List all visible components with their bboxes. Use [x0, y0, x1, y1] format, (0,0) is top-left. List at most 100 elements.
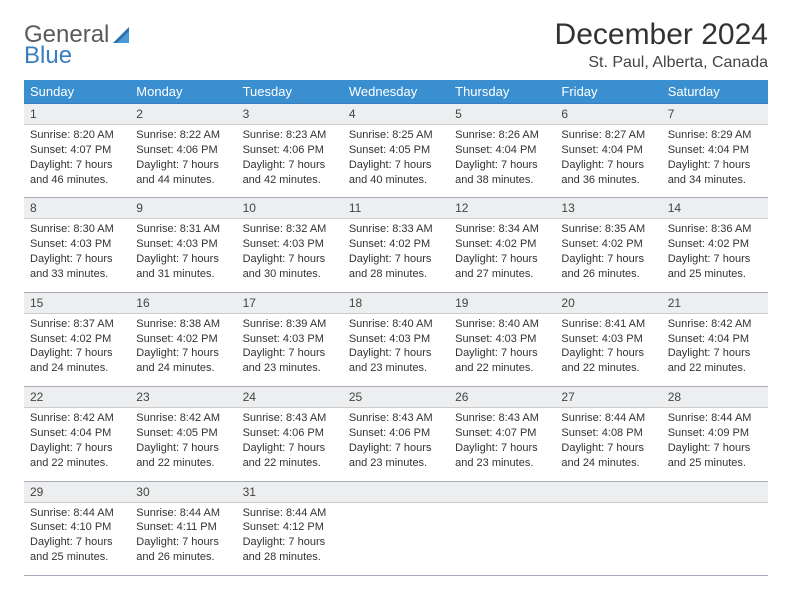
- day-day1: Daylight: 7 hours: [30, 535, 124, 550]
- day-day2: and 25 minutes.: [668, 456, 762, 471]
- day-day2: and 42 minutes.: [243, 173, 337, 188]
- month-title: December 2024: [555, 18, 768, 52]
- day-sunrise: Sunrise: 8:26 AM: [455, 128, 549, 143]
- day-day2: and 23 minutes.: [455, 456, 549, 471]
- day-sunrise: Sunrise: 8:37 AM: [30, 317, 124, 332]
- day-number-cell: 22: [24, 387, 130, 408]
- day-sunrise: Sunrise: 8:44 AM: [30, 506, 124, 521]
- day-sunrise: Sunrise: 8:29 AM: [668, 128, 762, 143]
- day-body-cell: Sunrise: 8:37 AMSunset: 4:02 PMDaylight:…: [24, 313, 130, 386]
- day-day2: and 28 minutes.: [243, 550, 337, 565]
- day-sunset: Sunset: 4:02 PM: [455, 237, 549, 252]
- day-number-cell: 6: [555, 104, 661, 125]
- day-number-cell: 9: [130, 198, 236, 219]
- day-day1: Daylight: 7 hours: [455, 441, 549, 456]
- day-sunrise: Sunrise: 8:33 AM: [349, 222, 443, 237]
- day-sunrise: Sunrise: 8:30 AM: [30, 222, 124, 237]
- day-body-cell: Sunrise: 8:26 AMSunset: 4:04 PMDaylight:…: [449, 125, 555, 198]
- day-day2: and 34 minutes.: [668, 173, 762, 188]
- day-body-cell: Sunrise: 8:30 AMSunset: 4:03 PMDaylight:…: [24, 219, 130, 292]
- day-sunrise: Sunrise: 8:42 AM: [136, 411, 230, 426]
- day-body-cell: Sunrise: 8:34 AMSunset: 4:02 PMDaylight:…: [449, 219, 555, 292]
- day-body-cell: [343, 502, 449, 575]
- day-day1: Daylight: 7 hours: [349, 346, 443, 361]
- day-body-cell: Sunrise: 8:25 AMSunset: 4:05 PMDaylight:…: [343, 125, 449, 198]
- day-sunrise: Sunrise: 8:42 AM: [668, 317, 762, 332]
- daybody-row: Sunrise: 8:44 AMSunset: 4:10 PMDaylight:…: [24, 502, 768, 575]
- day-day2: and 28 minutes.: [349, 267, 443, 282]
- day-sunset: Sunset: 4:02 PM: [136, 332, 230, 347]
- dow-header: Friday: [555, 80, 661, 104]
- logo-text: General Blue: [24, 24, 109, 68]
- day-day1: Daylight: 7 hours: [561, 346, 655, 361]
- day-number-cell: 28: [662, 387, 768, 408]
- day-sunrise: Sunrise: 8:40 AM: [455, 317, 549, 332]
- day-sunset: Sunset: 4:12 PM: [243, 520, 337, 535]
- day-day2: and 23 minutes.: [349, 361, 443, 376]
- day-sunset: Sunset: 4:03 PM: [455, 332, 549, 347]
- logo: General Blue: [24, 24, 135, 68]
- day-day2: and 24 minutes.: [561, 456, 655, 471]
- day-body-cell: Sunrise: 8:23 AMSunset: 4:06 PMDaylight:…: [237, 125, 343, 198]
- day-sunset: Sunset: 4:06 PM: [136, 143, 230, 158]
- day-day1: Daylight: 7 hours: [30, 158, 124, 173]
- day-day1: Daylight: 7 hours: [349, 252, 443, 267]
- day-body-cell: Sunrise: 8:42 AMSunset: 4:04 PMDaylight:…: [24, 408, 130, 481]
- day-body-cell: Sunrise: 8:40 AMSunset: 4:03 PMDaylight:…: [449, 313, 555, 386]
- day-sunset: Sunset: 4:03 PM: [243, 237, 337, 252]
- day-day2: and 31 minutes.: [136, 267, 230, 282]
- location: St. Paul, Alberta, Canada: [555, 54, 768, 72]
- day-number-cell: 15: [24, 292, 130, 313]
- day-day1: Daylight: 7 hours: [136, 535, 230, 550]
- day-number-cell: 2: [130, 104, 236, 125]
- day-day2: and 23 minutes.: [349, 456, 443, 471]
- day-sunrise: Sunrise: 8:42 AM: [30, 411, 124, 426]
- page: General Blue December 2024 St. Paul, Alb…: [0, 0, 792, 594]
- day-number-cell: 25: [343, 387, 449, 408]
- dow-header: Thursday: [449, 80, 555, 104]
- day-sunrise: Sunrise: 8:44 AM: [243, 506, 337, 521]
- day-day1: Daylight: 7 hours: [668, 441, 762, 456]
- day-sunset: Sunset: 4:05 PM: [349, 143, 443, 158]
- day-number-cell: 4: [343, 104, 449, 125]
- day-sunrise: Sunrise: 8:44 AM: [668, 411, 762, 426]
- day-day2: and 33 minutes.: [30, 267, 124, 282]
- logo-word-blue: Blue: [24, 45, 109, 68]
- day-body-cell: Sunrise: 8:44 AMSunset: 4:08 PMDaylight:…: [555, 408, 661, 481]
- day-number-cell: [449, 481, 555, 502]
- day-number-cell: 13: [555, 198, 661, 219]
- day-day2: and 22 minutes.: [243, 456, 337, 471]
- day-number-cell: 7: [662, 104, 768, 125]
- day-day2: and 36 minutes.: [561, 173, 655, 188]
- day-sunrise: Sunrise: 8:38 AM: [136, 317, 230, 332]
- day-day2: and 22 minutes.: [136, 456, 230, 471]
- day-sunrise: Sunrise: 8:31 AM: [136, 222, 230, 237]
- title-block: December 2024 St. Paul, Alberta, Canada: [555, 18, 768, 72]
- day-number-cell: 10: [237, 198, 343, 219]
- day-body-cell: Sunrise: 8:38 AMSunset: 4:02 PMDaylight:…: [130, 313, 236, 386]
- day-day1: Daylight: 7 hours: [136, 441, 230, 456]
- day-body-cell: Sunrise: 8:44 AMSunset: 4:11 PMDaylight:…: [130, 502, 236, 575]
- day-body-cell: [555, 502, 661, 575]
- day-body-cell: Sunrise: 8:39 AMSunset: 4:03 PMDaylight:…: [237, 313, 343, 386]
- day-sunset: Sunset: 4:04 PM: [668, 143, 762, 158]
- daynum-row: 891011121314: [24, 198, 768, 219]
- day-day2: and 27 minutes.: [455, 267, 549, 282]
- day-number-cell: 31: [237, 481, 343, 502]
- day-day2: and 23 minutes.: [243, 361, 337, 376]
- day-body-cell: Sunrise: 8:42 AMSunset: 4:05 PMDaylight:…: [130, 408, 236, 481]
- day-number-cell: 30: [130, 481, 236, 502]
- day-body-cell: Sunrise: 8:32 AMSunset: 4:03 PMDaylight:…: [237, 219, 343, 292]
- day-sunset: Sunset: 4:03 PM: [136, 237, 230, 252]
- day-day1: Daylight: 7 hours: [349, 441, 443, 456]
- day-day2: and 30 minutes.: [243, 267, 337, 282]
- day-day1: Daylight: 7 hours: [136, 252, 230, 267]
- day-sunset: Sunset: 4:04 PM: [668, 332, 762, 347]
- day-body-cell: Sunrise: 8:33 AMSunset: 4:02 PMDaylight:…: [343, 219, 449, 292]
- day-sunset: Sunset: 4:03 PM: [243, 332, 337, 347]
- day-sunset: Sunset: 4:11 PM: [136, 520, 230, 535]
- day-sunrise: Sunrise: 8:39 AM: [243, 317, 337, 332]
- day-sunrise: Sunrise: 8:22 AM: [136, 128, 230, 143]
- day-number-cell: 8: [24, 198, 130, 219]
- dow-header: Tuesday: [237, 80, 343, 104]
